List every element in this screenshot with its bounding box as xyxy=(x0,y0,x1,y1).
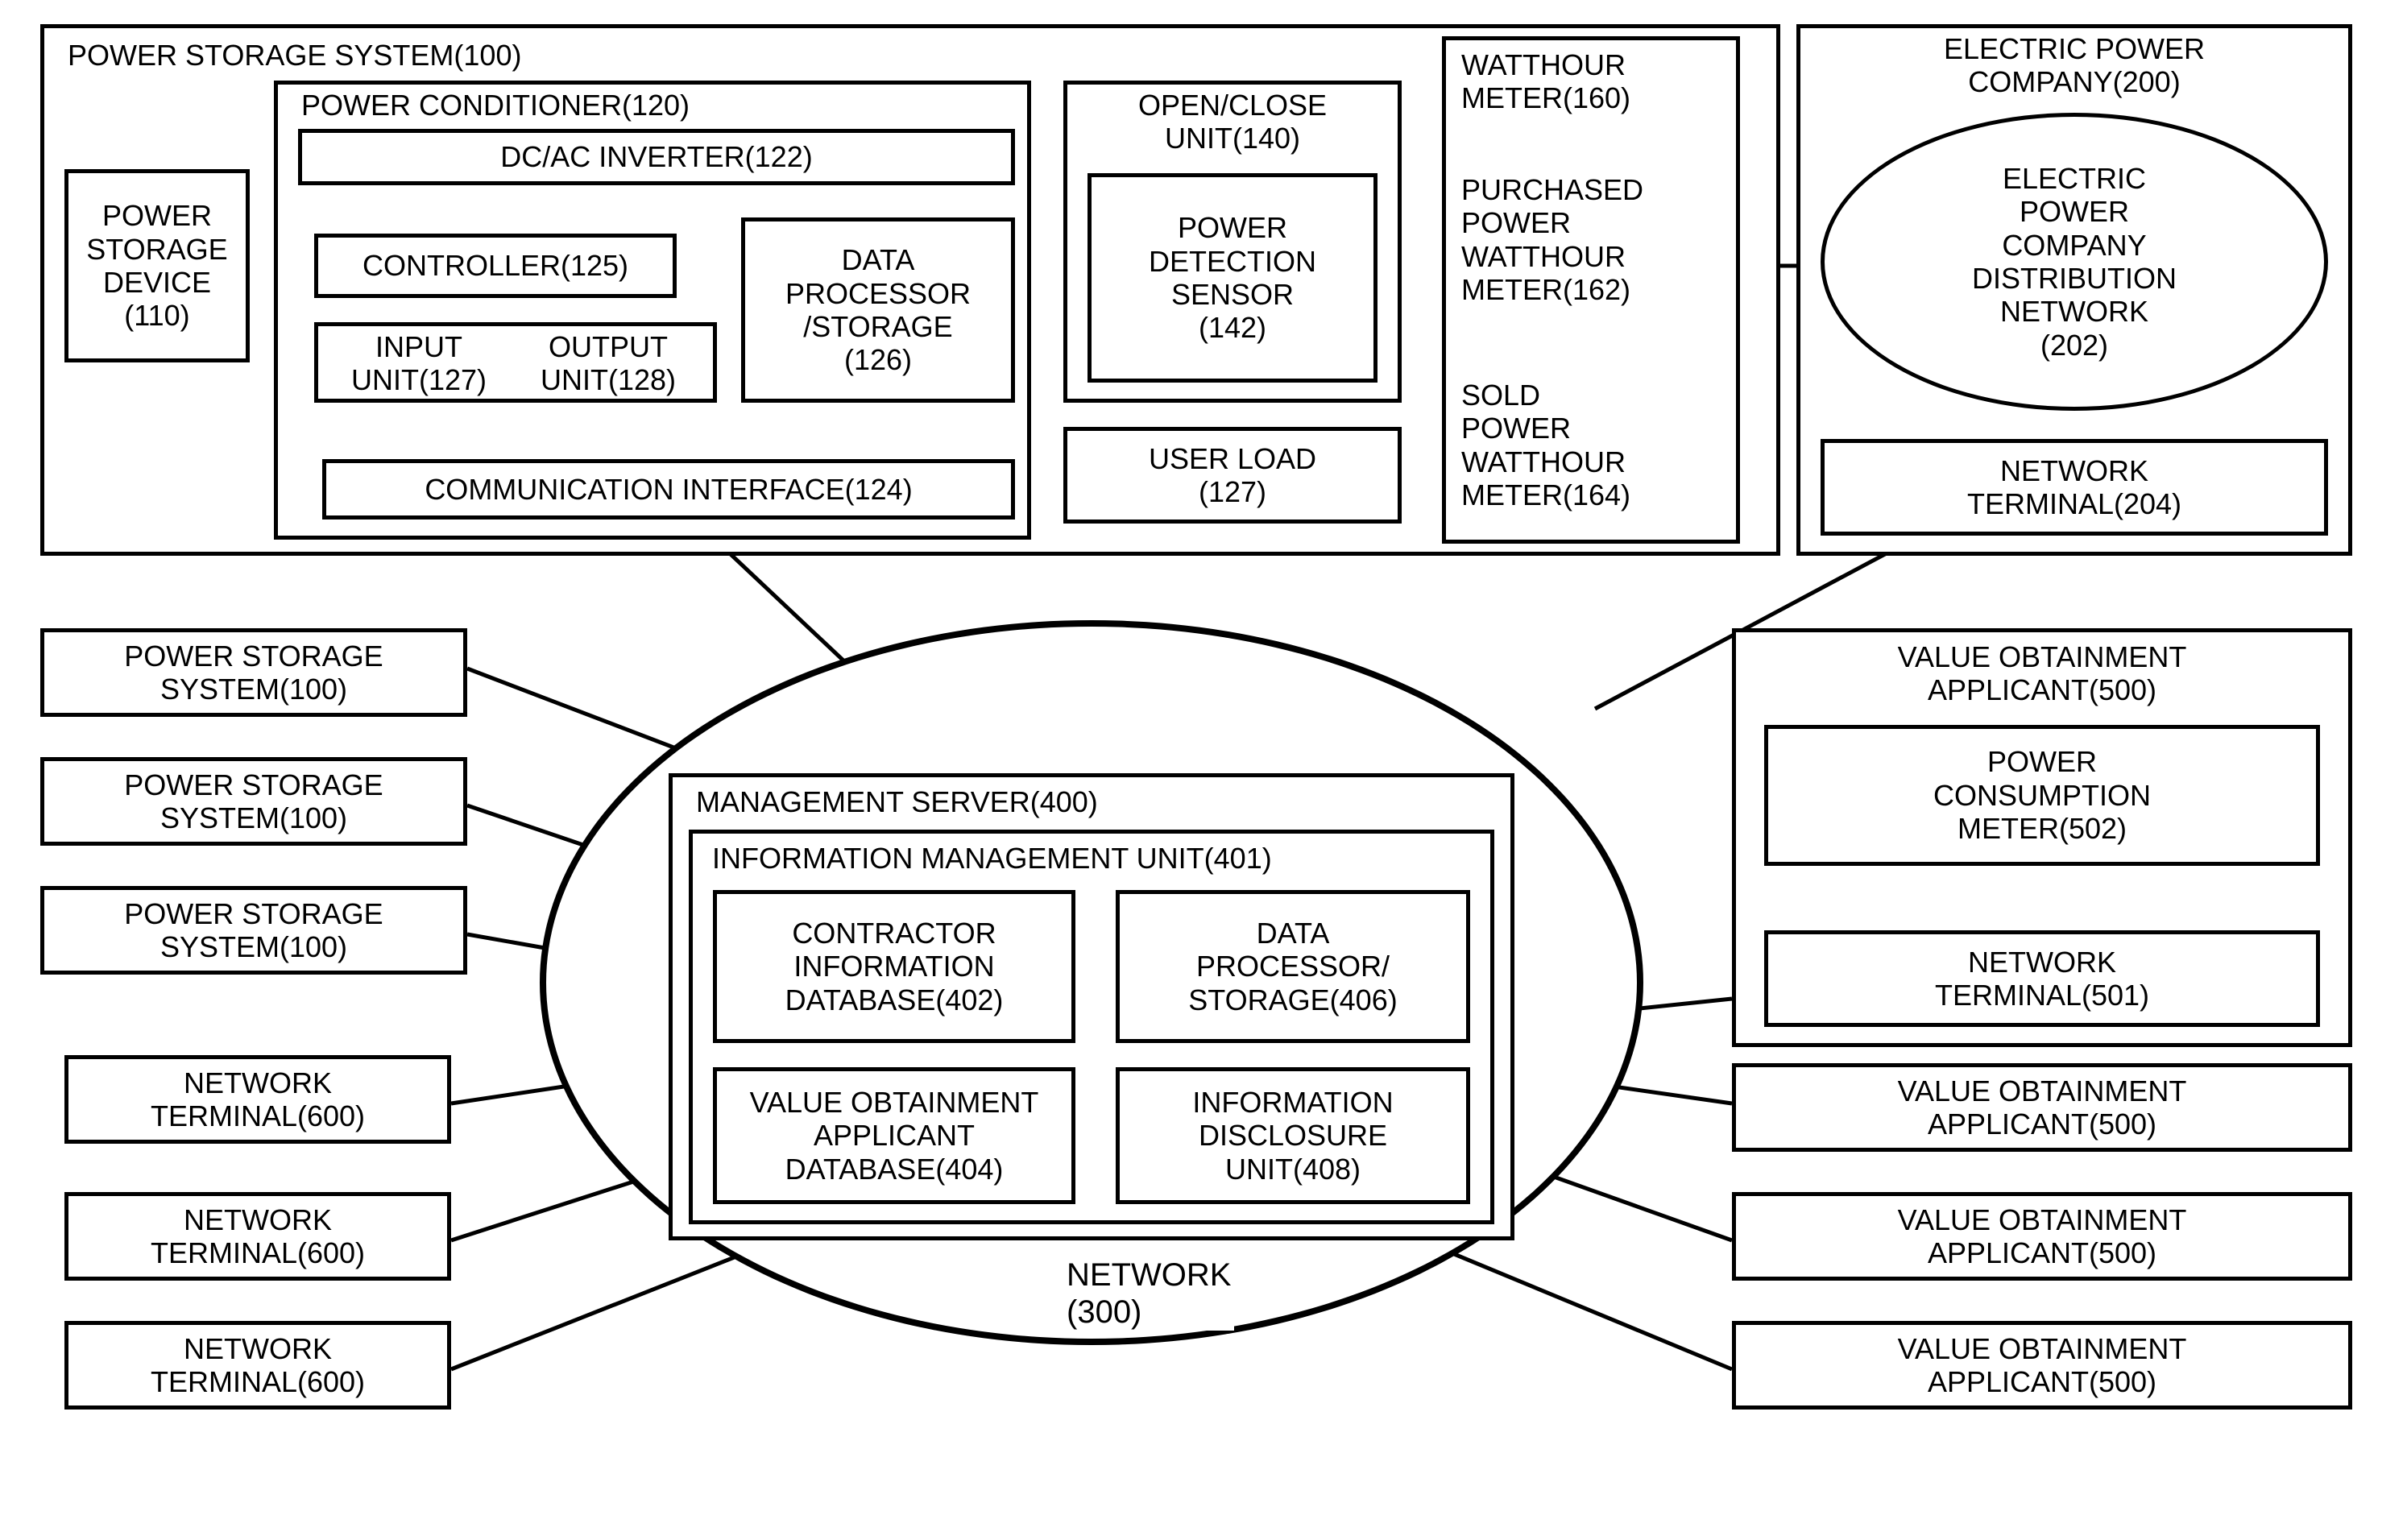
imu401-title: INFORMATION MANAGEMENT UNIT(401) xyxy=(709,842,1275,875)
voa-db-404: VALUE OBTAINMENT APPLICANT DATABASE(404) xyxy=(713,1067,1075,1204)
nt-list-a: NETWORK TERMINAL(600) xyxy=(64,1055,451,1144)
wm160-title: WATTHOUR METER(160) xyxy=(1458,48,1634,115)
input-unit-127: INPUT UNIT(127) xyxy=(330,330,508,397)
user-load-127: USER LOAD (127) xyxy=(1063,427,1402,524)
output-unit-128: OUTPUT UNIT(128) xyxy=(516,330,701,397)
data-processor-storage-126: DATA PROCESSOR /STORAGE (126) xyxy=(741,217,1015,403)
contractor-db-402: CONTRACTOR INFORMATION DATABASE(402) xyxy=(713,890,1075,1043)
power-storage-device-110: POWER STORAGE DEVICE (110) xyxy=(64,169,250,362)
dcac-inverter-122: DC/AC INVERTER(122) xyxy=(298,129,1015,185)
network-terminal-501: NETWORK TERMINAL(501) xyxy=(1764,930,2320,1027)
network-terminal-204: NETWORK TERMINAL(204) xyxy=(1821,439,2328,536)
power-detection-sensor-142: POWER DETECTION SENSOR (142) xyxy=(1088,173,1378,383)
network-300-label: NETWORK (300) xyxy=(1063,1256,1234,1331)
data-proc-storage-406: DATA PROCESSOR/ STORAGE(406) xyxy=(1116,890,1470,1043)
wm164: SOLD POWER WATTHOUR METER(164) xyxy=(1458,379,1634,512)
pss-list-c: POWER STORAGE SYSTEM(100) xyxy=(40,886,467,975)
voa-list-a: VALUE OBTAINMENT APPLICANT(500) xyxy=(1732,1063,2352,1152)
voa-list-b: VALUE OBTAINMENT APPLICANT(500) xyxy=(1732,1192,2352,1281)
mgmt400-title: MANAGEMENT SERVER(400) xyxy=(693,785,1101,818)
wm162: PURCHASED POWER WATTHOUR METER(162) xyxy=(1458,173,1647,307)
power-consumption-meter-502: POWER CONSUMPTION METER(502) xyxy=(1764,725,2320,866)
pss-list-a: POWER STORAGE SYSTEM(100) xyxy=(40,628,467,717)
pss100-title: POWER STORAGE SYSTEM(100) xyxy=(64,39,524,72)
pss-list-b: POWER STORAGE SYSTEM(100) xyxy=(40,757,467,846)
epc-distribution-network-202: ELECTRIC POWER COMPANY DISTRIBUTION NETW… xyxy=(1821,113,2328,411)
voa-list-c: VALUE OBTAINMENT APPLICANT(500) xyxy=(1732,1321,2352,1410)
voa500-title: VALUE OBTAINMENT APPLICANT(500) xyxy=(1772,640,2312,707)
nt-list-b: NETWORK TERMINAL(600) xyxy=(64,1192,451,1281)
epc-dist-net-label: ELECTRIC POWER COMPANY DISTRIBUTION NETW… xyxy=(1972,162,2177,362)
controller-125: CONTROLLER(125) xyxy=(314,234,677,298)
communication-interface-124: COMMUNICATION INTERFACE(124) xyxy=(322,459,1015,520)
pc120-title: POWER CONDITIONER(120) xyxy=(298,89,693,122)
info-disclosure-408: INFORMATION DISCLOSURE UNIT(408) xyxy=(1116,1067,1470,1204)
nt-list-c: NETWORK TERMINAL(600) xyxy=(64,1321,451,1410)
ocu140-title: OPEN/CLOSE UNIT(140) xyxy=(1083,89,1382,155)
epc200-title: ELECTRIC POWER COMPANY(200) xyxy=(1837,32,2312,99)
